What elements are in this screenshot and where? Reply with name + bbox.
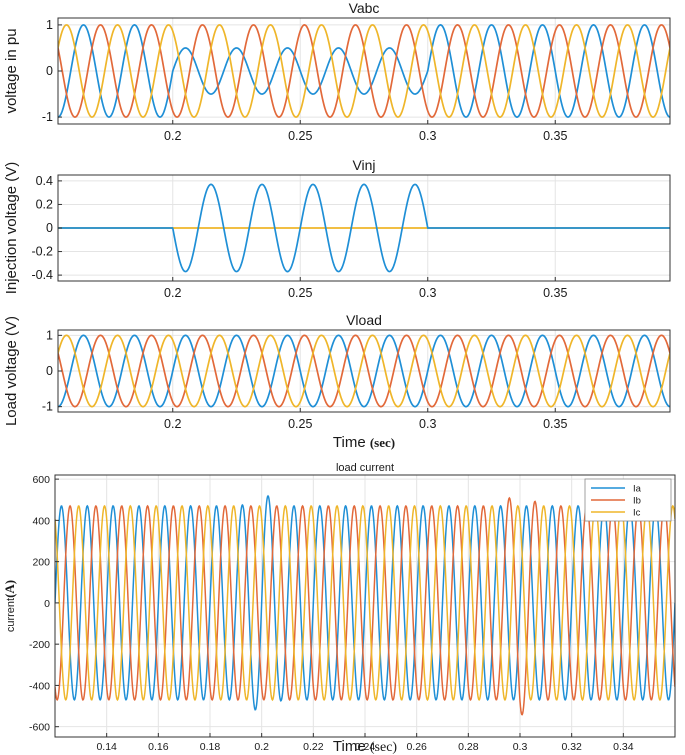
chart-title: Vabc	[349, 0, 380, 16]
chart-title: load current	[336, 462, 394, 474]
y-tick-label: -200	[29, 639, 50, 651]
y-tick-label: -1	[42, 400, 53, 414]
legend-entry: Ib	[633, 496, 641, 507]
series-line-2	[58, 24, 670, 118]
chart-vinj: 0.2 0.25 0.3 0.35 -0.4 -0.2 0 0.2 0.4 Vinj Injecti…	[3, 157, 671, 300]
series-group	[58, 24, 670, 118]
x-tick-label: 0.18	[200, 741, 221, 753]
y-tick-label: 0	[46, 64, 53, 78]
y-axis-label: current(A)	[2, 580, 17, 632]
x-tick-label: 0.22	[303, 741, 324, 753]
series-group	[58, 334, 670, 408]
x-axis-label: Time (sec)	[333, 434, 395, 451]
y-axis-label: Injection voltage (V)	[3, 162, 20, 295]
x-axis-label: Time (sec)	[333, 738, 397, 755]
x-tick-label: 0.24	[355, 741, 376, 753]
y-axis-label: voltage in pu	[3, 28, 20, 113]
x-tick-label: 0.14	[96, 741, 117, 753]
y-tick-label: 400	[32, 515, 50, 527]
y-tick-label: -400	[29, 680, 50, 692]
x-tick-label: 0.25	[288, 129, 312, 143]
series-line-ia	[55, 494, 675, 711]
x-tick-label: 0.3	[419, 129, 436, 143]
y-tick-label: -0.2	[31, 245, 53, 259]
legend-entry: Ia	[633, 484, 642, 495]
series-group	[58, 183, 670, 273]
y-tick-label: -600	[29, 722, 50, 734]
y-tick-label: 1	[46, 328, 53, 342]
series-line-ib	[55, 496, 675, 716]
y-tick-label: 600	[32, 474, 50, 486]
y-tick-label: 0	[46, 364, 53, 378]
chart-title: Vload	[346, 312, 382, 328]
x-tick-label: 0.2	[164, 129, 181, 143]
y-tick-label: 0	[46, 221, 53, 235]
x-tick-label: 0.3	[513, 741, 528, 753]
y-tick-label: 0.2	[36, 197, 53, 211]
series-line-2	[58, 334, 670, 408]
x-tick-label: 0.2	[164, 417, 181, 431]
series-line-ic	[55, 504, 675, 702]
chart-vload: 0.2 0.25 0.3 0.35 -1 0 1 Vload Load voltage (V) T…	[3, 312, 671, 451]
chart-vabc: 0.2 0.25 0.3 0.35 -1 0 1 Vabc voltage in pu	[3, 0, 671, 143]
x-tick-label: 0.35	[543, 129, 567, 143]
y-tick-label: -0.4	[31, 268, 53, 282]
x-tick-label: 0.34	[613, 741, 634, 753]
series-group	[55, 494, 675, 716]
y-axis-label: Load voltage (V)	[3, 316, 20, 426]
x-tick-label: 0.2	[254, 741, 269, 753]
x-tick-label: 0.35	[543, 286, 567, 300]
chart-iload: 0.14 0.16 0.18 0.2 0.22 0.24 0.26 0.28 0.3 0.32 0.…	[2, 462, 676, 755]
x-tick-label: 0.2	[164, 286, 181, 300]
x-tick-label: 0.32	[561, 741, 582, 753]
x-tick-label: 0.3	[419, 286, 436, 300]
series-line-0	[58, 183, 670, 273]
x-tick-label: 0.25	[288, 417, 312, 431]
chart-title: Vinj	[352, 157, 375, 173]
x-tick-label: 0.26	[406, 741, 427, 753]
x-tick-label: 0.28	[458, 741, 479, 753]
x-tick-label: 0.35	[543, 417, 567, 431]
y-tick-label: 1	[46, 18, 53, 32]
legend-entry: Ic	[633, 508, 641, 519]
y-tick-label: 200	[32, 557, 50, 569]
y-tick-label: -1	[42, 110, 53, 124]
y-tick-label: 0.4	[36, 174, 53, 188]
y-tick-label: 0	[44, 598, 50, 610]
x-tick-label: 0.25	[288, 286, 312, 300]
x-tick-label: 0.3	[419, 417, 436, 431]
series-line-0	[58, 334, 670, 408]
series-line-0	[58, 24, 670, 118]
x-tick-label: 0.16	[148, 741, 169, 753]
